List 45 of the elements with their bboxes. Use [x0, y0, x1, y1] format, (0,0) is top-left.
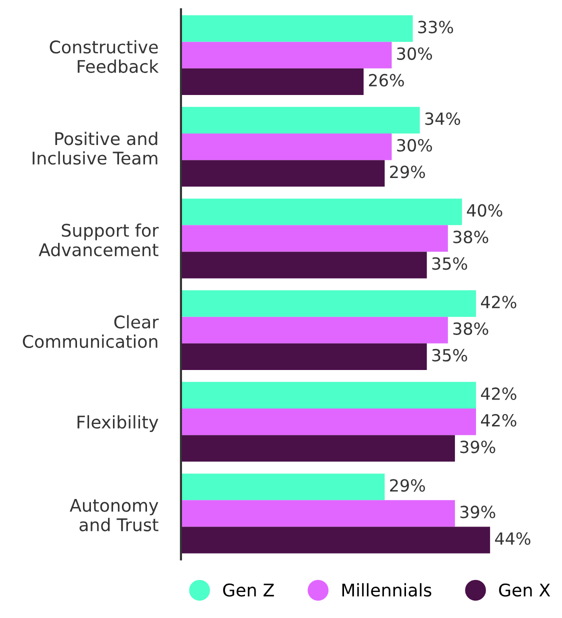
- data-label: 35%: [432, 348, 468, 362]
- data-label: 34%: [425, 112, 460, 126]
- y-tick-label: Positive and Inclusive Team: [32, 132, 158, 165]
- y-tick-label: Autonomy and Trust: [70, 498, 158, 532]
- bar: [180, 160, 385, 187]
- data-label: 42%: [480, 296, 516, 308]
- legend-label: Millennials: [342, 583, 432, 597]
- data-label: 26%: [369, 74, 404, 87]
- bar: [180, 526, 490, 554]
- y-tick-label: Constructive Feedback: [50, 40, 159, 73]
- data-label: 29%: [390, 166, 425, 178]
- bar: [180, 500, 455, 527]
- bar: [180, 252, 427, 278]
- data-label: 44%: [495, 532, 530, 545]
- bar: [180, 225, 448, 252]
- y-tick-label: Clear Communication: [22, 315, 159, 348]
- data-label: 29%: [390, 479, 425, 492]
- bar: [180, 290, 476, 317]
- legend-label: Gen Z: [223, 583, 274, 597]
- bar: [180, 435, 455, 462]
- y-tick-label: Support for Advancement: [38, 223, 159, 256]
- data-label: 39%: [460, 506, 496, 518]
- bar: [180, 68, 364, 95]
- data-label: 30%: [397, 139, 432, 152]
- bar: [180, 408, 476, 436]
- bar: [180, 343, 427, 370]
- legend-label: Gen X: [499, 583, 550, 597]
- y-tick-label: Flexibility: [78, 415, 158, 432]
- data-label: 38%: [453, 230, 488, 244]
- bar: [180, 316, 448, 344]
- data-label: 39%: [460, 440, 496, 454]
- data-label: 33%: [418, 20, 454, 34]
- bar: [180, 198, 462, 226]
- data-label: 42%: [480, 387, 516, 400]
- bar: [180, 133, 392, 160]
- data-label: 35%: [432, 257, 468, 270]
- bar: [180, 106, 420, 134]
- bar: [180, 474, 385, 500]
- data-label: 30%: [397, 47, 432, 60]
- bar: [180, 42, 392, 68]
- data-label: 38%: [453, 322, 488, 335]
- data-label: 40%: [466, 204, 502, 217]
- data-label: 42%: [480, 414, 516, 427]
- bar: [180, 15, 413, 42]
- bar: [180, 382, 476, 408]
